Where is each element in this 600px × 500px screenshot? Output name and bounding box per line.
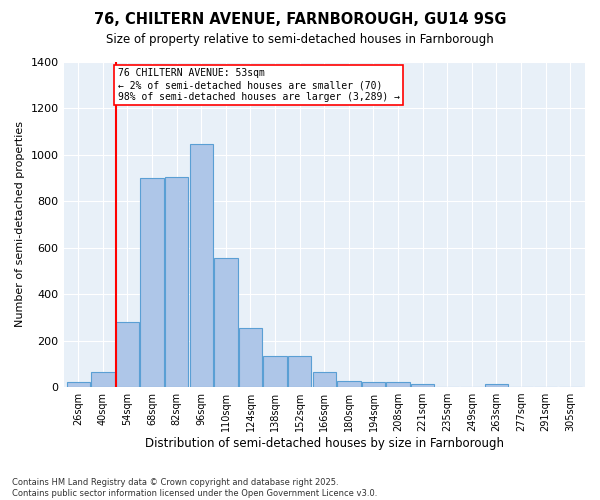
- Bar: [288, 356, 311, 387]
- Bar: [239, 328, 262, 387]
- Bar: [411, 384, 434, 387]
- Bar: [140, 178, 164, 387]
- Bar: [190, 144, 213, 387]
- Bar: [263, 356, 287, 387]
- Bar: [67, 382, 90, 387]
- Bar: [313, 372, 336, 387]
- Text: Contains HM Land Registry data © Crown copyright and database right 2025.
Contai: Contains HM Land Registry data © Crown c…: [12, 478, 377, 498]
- Bar: [386, 382, 410, 387]
- Text: Size of property relative to semi-detached houses in Farnborough: Size of property relative to semi-detach…: [106, 32, 494, 46]
- Bar: [116, 322, 139, 387]
- Text: 76, CHILTERN AVENUE, FARNBOROUGH, GU14 9SG: 76, CHILTERN AVENUE, FARNBOROUGH, GU14 9…: [94, 12, 506, 28]
- Y-axis label: Number of semi-detached properties: Number of semi-detached properties: [15, 122, 25, 328]
- Text: 76 CHILTERN AVENUE: 53sqm
← 2% of semi-detached houses are smaller (70)
98% of s: 76 CHILTERN AVENUE: 53sqm ← 2% of semi-d…: [118, 68, 400, 102]
- X-axis label: Distribution of semi-detached houses by size in Farnborough: Distribution of semi-detached houses by …: [145, 437, 504, 450]
- Bar: [91, 372, 115, 387]
- Bar: [362, 382, 385, 387]
- Bar: [485, 384, 508, 387]
- Bar: [337, 382, 361, 387]
- Bar: [165, 176, 188, 387]
- Bar: [214, 258, 238, 387]
